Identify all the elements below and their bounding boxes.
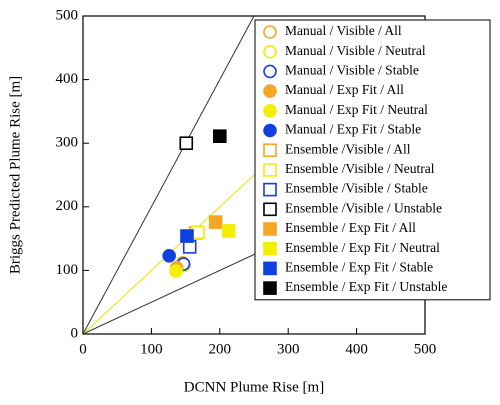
legend-label: Ensemble /Visible / Stable: [285, 181, 428, 196]
legend-marker: [263, 64, 277, 79]
legend-marker: [263, 44, 277, 59]
y-axis-label: Briggs Predicted Plume Rise [m]: [7, 76, 23, 274]
point: [208, 215, 223, 229]
legend-marker: [263, 202, 277, 217]
legend-label: Manual / Exp Fit / All: [285, 82, 404, 97]
x-tick-label: 100: [140, 341, 163, 357]
y-tick-label: 500: [56, 7, 79, 23]
legend-label: Ensemble /Visible / Neutral: [285, 161, 435, 176]
legend: Manual / Visible / All Manual / Visible /…: [254, 19, 491, 301]
legend-marker: [263, 261, 277, 276]
y-tick-label: 300: [56, 135, 79, 151]
legend-marker: [263, 222, 277, 236]
point: [221, 224, 236, 238]
legend-marker: [263, 163, 277, 177]
point: [169, 264, 183, 278]
legend-label: Manual / Exp Fit / Neutral: [285, 102, 428, 117]
legend-box: [254, 19, 491, 301]
x-tick-label: 400: [345, 341, 368, 357]
y-tick-label: 100: [56, 262, 79, 278]
legend-label: Ensemble / Exp Fit / All: [285, 220, 416, 235]
legend-marker: [263, 281, 277, 295]
point: [179, 136, 194, 150]
x-tick-label: 500: [414, 341, 437, 357]
legend-label: Manual / Visible / All: [285, 23, 402, 38]
legend-marker: [263, 25, 277, 39]
legend-marker: [263, 241, 277, 256]
legend-label: Ensemble /Visible / Unstable: [285, 200, 442, 215]
legend-label: Ensemble /Visible / All: [285, 141, 411, 156]
x-tick-label: 0: [79, 341, 87, 357]
x-axis-label: DCNN Plume Rise [m]: [184, 379, 324, 395]
legend-label: Ensemble / Exp Fit / Stable: [285, 259, 433, 274]
legend-marker: [263, 84, 277, 98]
x-tick-label: 200: [209, 341, 232, 357]
legend-marker: [263, 182, 277, 197]
legend-marker: [263, 143, 277, 157]
point: [180, 229, 194, 243]
reference-line: [82, 15, 255, 335]
legend-marker: [263, 104, 277, 118]
y-tick-label: 400: [56, 71, 79, 87]
legend-label: Ensemble / Exp Fit / Neutral: [285, 240, 440, 255]
legend-label: Manual / Exp Fit / Stable: [285, 122, 421, 137]
legend-label: Manual / Visible / Stable: [285, 62, 419, 77]
x-tick-label: 300: [277, 341, 300, 357]
y-tick-label: 0: [71, 325, 79, 341]
legend-marker: [263, 123, 277, 138]
legend-label: Manual / Visible / Neutral: [285, 43, 426, 58]
point: [162, 248, 176, 263]
point: [213, 129, 227, 144]
legend-label: Ensemble / Exp Fit / Unstable: [285, 279, 447, 294]
y-tick-label: 200: [56, 198, 79, 214]
